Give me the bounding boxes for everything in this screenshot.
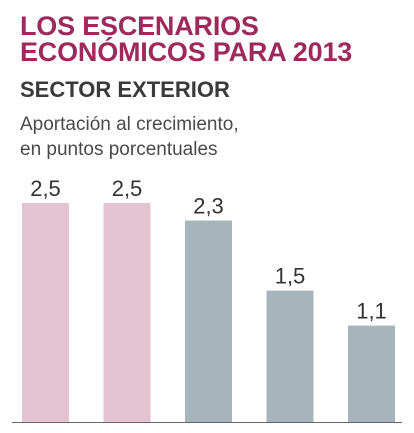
chart-description-line-2: en puntos porcentuales xyxy=(20,139,218,160)
chart-description: Aportación al crecimiento, en puntos por… xyxy=(20,112,239,162)
chart-title-line-1: LOS ESCENARIOS xyxy=(20,11,259,41)
bar-2 xyxy=(103,203,151,422)
bar-4 xyxy=(266,290,314,422)
bar-group xyxy=(22,203,395,422)
value-label-4: 1,5 xyxy=(275,264,306,289)
bar-5 xyxy=(348,325,395,422)
bar-1 xyxy=(22,203,69,422)
chart-title-line-2: ECONÓMICOS PARA 2013 xyxy=(20,37,353,67)
chart-subtitle: SECTOR EXTERIOR xyxy=(20,77,230,102)
value-label-3: 2,3 xyxy=(193,194,224,219)
chart-title: LOS ESCENARIOS ECONÓMICOS PARA 2013 xyxy=(20,11,353,67)
value-label-group: 2,5 2,5 2,3 1,5 1,1 xyxy=(30,176,387,324)
chart-description-line-1: Aportación al crecimiento, xyxy=(20,114,239,135)
value-label-2: 2,5 xyxy=(112,176,143,201)
bar-3 xyxy=(185,220,232,422)
value-label-5: 1,1 xyxy=(356,299,387,324)
value-label-1: 2,5 xyxy=(30,176,61,201)
